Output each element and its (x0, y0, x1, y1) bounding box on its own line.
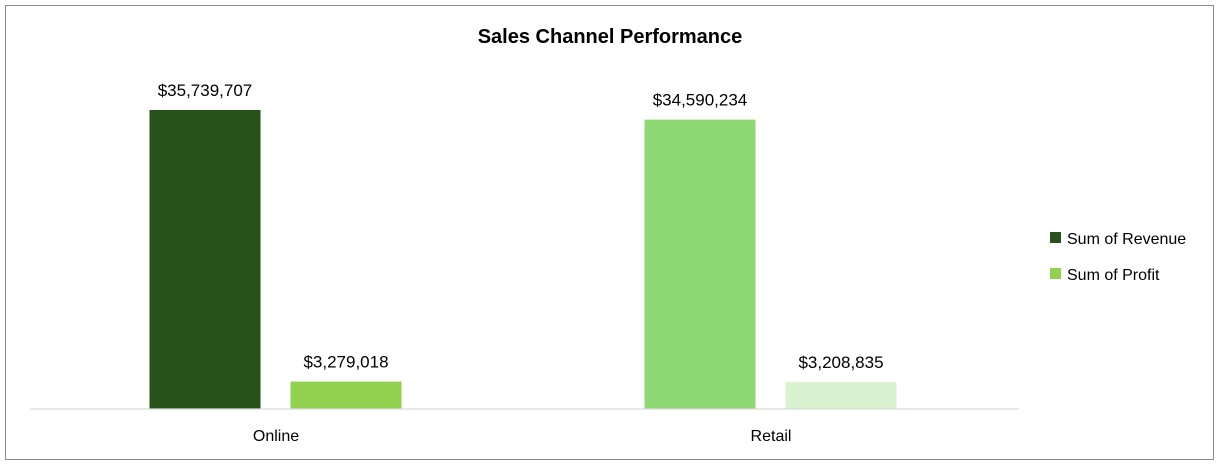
data-label-online-series-1: $3,279,018 (303, 353, 388, 372)
bar-group (149, 110, 897, 409)
legend-swatch-1 (1050, 268, 1061, 279)
bar-online-series-1 (290, 381, 402, 409)
legend-label-1: Sum of Profit (1067, 267, 1160, 284)
data-label-retail-series-1: $3,208,835 (798, 353, 883, 372)
data-label-retail-series-0: $34,590,234 (653, 91, 748, 110)
legend-swatch-0 (1050, 232, 1061, 243)
chart-title: Sales Channel Performance (478, 26, 743, 48)
category-labels: Online Retail (253, 428, 792, 445)
bar-online-series-0 (149, 110, 261, 409)
data-labels: $35,739,707 $3,279,018 $34,590,234 $3,208,8… (158, 81, 884, 372)
bar-retail-series-1 (785, 382, 897, 409)
category-label-retail: Retail (751, 428, 792, 445)
bar-retail-series-0 (644, 119, 756, 409)
data-label-online-series-0: $35,739,707 (158, 81, 253, 100)
category-label-online: Online (253, 428, 299, 445)
legend: Sum of Revenue Sum of Profit (1050, 231, 1186, 284)
legend-label-0: Sum of Revenue (1067, 231, 1186, 248)
